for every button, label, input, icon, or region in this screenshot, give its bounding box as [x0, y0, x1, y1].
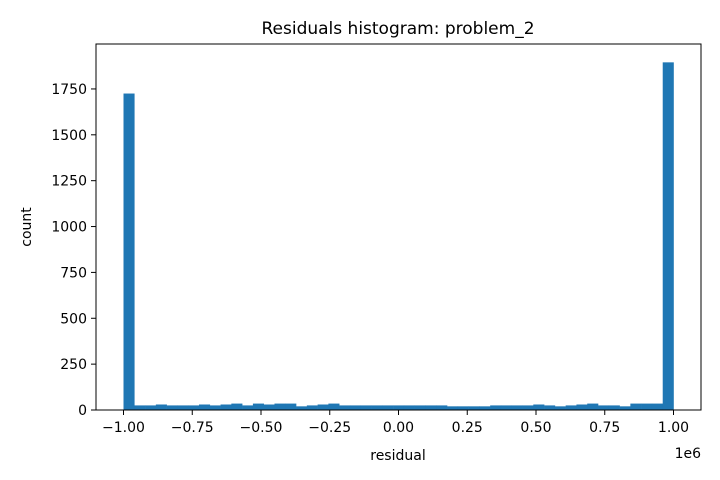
histogram-bar: [188, 405, 200, 410]
y-axis-label: count: [19, 207, 35, 247]
histogram-bar: [468, 406, 480, 410]
histogram-bar: [145, 405, 157, 410]
histogram-bar: [641, 403, 653, 410]
x-axis-offset-label: 1e6: [675, 446, 702, 462]
histogram-bar: [263, 404, 275, 410]
x-tick-label: −0.50: [240, 420, 283, 436]
x-axis-ticks: −1.00 −0.75 −0.50 −0.25 0.00 0.25 0.50 0.75 1.00: [102, 410, 689, 436]
histogram-bar: [123, 93, 135, 410]
y-tick-label: 1000: [51, 220, 87, 236]
y-axis-ticks: 0 250 500 750 1000 1250 1500 1750: [51, 82, 96, 419]
histogram-bar: [608, 405, 620, 410]
histogram-bar: [598, 405, 610, 410]
x-tick-label: 0.25: [452, 420, 483, 436]
y-tick-label: 1250: [51, 174, 87, 190]
histogram-bar: [479, 406, 491, 410]
histogram-bar: [500, 405, 513, 410]
histogram-bar: [166, 405, 178, 410]
histogram-bar: [414, 405, 426, 410]
histogram-bar: [242, 405, 254, 410]
x-tick-label: 0.00: [383, 420, 414, 436]
histogram-bar: [134, 405, 146, 410]
histogram-bar: [231, 403, 243, 410]
histogram-bar: [349, 405, 362, 410]
histogram-bar: [565, 405, 577, 410]
histogram-bar: [382, 405, 394, 410]
histogram-bar: [576, 404, 588, 410]
histogram-bar: [544, 405, 556, 410]
histogram-bar: [447, 406, 459, 410]
histogram-bar: [274, 403, 286, 410]
bars-group: [123, 62, 674, 410]
histogram-bar: [425, 405, 437, 410]
histogram-bar: [209, 405, 221, 410]
x-axis-label: residual: [370, 448, 425, 464]
histogram-bar: [328, 403, 340, 410]
histogram-bar: [360, 405, 372, 410]
histogram-bar: [403, 405, 415, 410]
x-tick-label: −1.00: [102, 420, 145, 436]
histogram-bar: [511, 405, 523, 410]
histogram-bar: [619, 406, 631, 410]
chart-title: Residuals histogram: problem_2: [261, 19, 534, 39]
histogram-bar: [155, 404, 167, 410]
histogram-bar: [371, 405, 383, 410]
x-tick-label: −0.25: [308, 420, 351, 436]
x-tick-label: 0.50: [520, 420, 551, 436]
y-tick-label: 250: [60, 357, 87, 373]
histogram-bar: [252, 403, 264, 410]
histogram-bar: [317, 404, 329, 410]
histogram-bar: [436, 405, 448, 410]
histogram-bar: [630, 403, 642, 410]
histogram-bar: [457, 406, 469, 410]
histogram-bar: [220, 404, 232, 410]
histogram-bar: [651, 403, 664, 410]
histogram-bar: [554, 406, 566, 410]
y-tick-label: 1750: [51, 82, 87, 98]
histogram-bar: [533, 404, 545, 410]
histogram-bar: [306, 405, 318, 410]
x-tick-label: 1.00: [658, 420, 689, 436]
x-tick-label: −0.75: [171, 420, 214, 436]
histogram-bar: [393, 405, 405, 410]
histogram-bar: [490, 405, 502, 410]
histogram-bar: [177, 405, 189, 410]
y-tick-label: 750: [60, 265, 87, 281]
histogram-bar: [522, 405, 534, 410]
y-tick-label: 500: [60, 311, 87, 327]
x-tick-label: 0.75: [589, 420, 620, 436]
histogram-bar: [285, 403, 297, 410]
histogram-bar: [662, 62, 674, 410]
histogram-bar: [296, 406, 308, 410]
histogram-bar: [198, 404, 211, 410]
y-tick-label: 0: [78, 403, 87, 419]
histogram-bar: [587, 403, 599, 410]
histogram-bar: [339, 405, 351, 410]
y-tick-label: 1500: [51, 128, 87, 144]
